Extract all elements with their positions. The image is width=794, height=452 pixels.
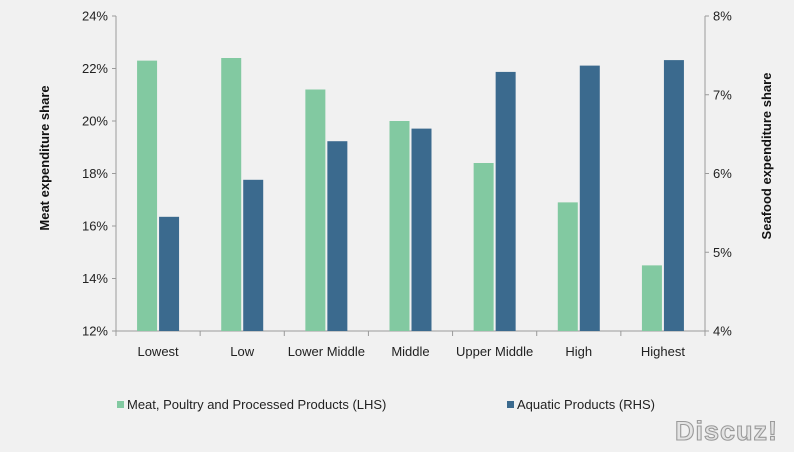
plot-area: 12% 14% 16% 18% 20% 22% 24% 4% 5% 6% 7% 8% Lowest Low… xyxy=(82,9,732,360)
x-tick-label: Middle xyxy=(391,344,429,359)
legend-label: Aquatic Products (RHS) xyxy=(517,397,655,412)
x-tick-label: Low xyxy=(230,344,254,359)
bar-meat xyxy=(221,58,242,331)
y-tick-label-right: 7% xyxy=(713,87,732,102)
watermark: Discuz! xyxy=(675,416,778,446)
x-tick-label: High xyxy=(565,344,592,359)
legend-label: Meat, Poultry and Processed Products (LH… xyxy=(127,397,386,412)
y-tick-label-left: 22% xyxy=(82,61,108,76)
legend-swatch xyxy=(117,401,124,408)
y-axis-title-right: Seafood expenditure share xyxy=(759,73,774,240)
x-tick-label: Lower Middle xyxy=(288,344,365,359)
legend-swatch xyxy=(507,401,514,408)
y-tick-label-left: 20% xyxy=(82,114,108,129)
bar-meat xyxy=(389,121,410,331)
x-tick-label: Highest xyxy=(641,344,685,359)
y-tick-label-right: 4% xyxy=(713,324,732,339)
bar-meat xyxy=(641,265,662,331)
bar-meat xyxy=(473,163,494,331)
bar-aquatic xyxy=(663,60,684,331)
y-tick-label-right: 8% xyxy=(713,9,732,24)
y-axis-title-left: Meat expenditure share xyxy=(37,85,52,230)
bar-aquatic xyxy=(495,71,516,331)
y-tick-label-left: 12% xyxy=(82,324,108,339)
x-tick-label: Upper Middle xyxy=(456,344,533,359)
x-tick-label: Lowest xyxy=(137,344,179,359)
y-tick-label-right: 5% xyxy=(713,245,732,260)
y-tick-label-right: 6% xyxy=(713,166,732,181)
y-tick-label-left: 16% xyxy=(82,219,108,234)
y-tick-label-left: 24% xyxy=(82,9,108,24)
bar-aquatic xyxy=(159,216,180,331)
bar-aquatic xyxy=(243,179,264,331)
bar-meat xyxy=(137,60,158,331)
bar-aquatic xyxy=(327,141,348,331)
legend: Meat, Poultry and Processed Products (LH… xyxy=(117,397,655,412)
y-tick-label-left: 14% xyxy=(82,271,108,286)
bar-meat xyxy=(305,89,326,331)
bar-aquatic xyxy=(411,128,432,331)
bar-aquatic xyxy=(579,65,600,332)
bar-meat xyxy=(557,202,578,331)
y-tick-label-left: 18% xyxy=(82,166,108,181)
